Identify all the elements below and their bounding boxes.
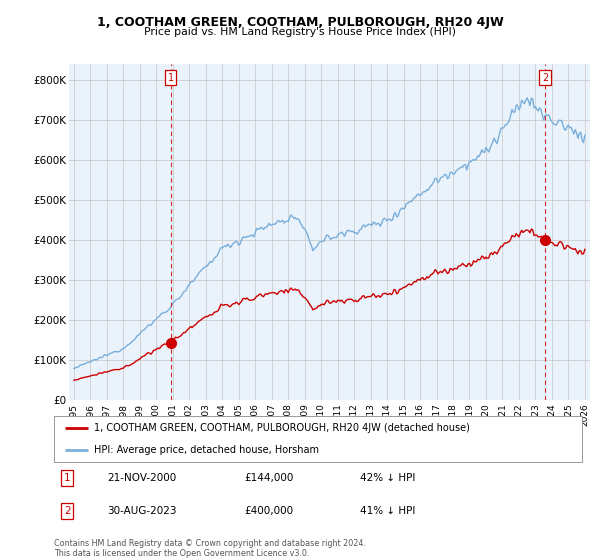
Text: 1: 1: [64, 473, 71, 483]
Text: 21-NOV-2000: 21-NOV-2000: [107, 473, 176, 483]
Text: £144,000: £144,000: [244, 473, 293, 483]
Text: £400,000: £400,000: [244, 506, 293, 516]
Text: 1, COOTHAM GREEN, COOTHAM, PULBOROUGH, RH20 4JW (detached house): 1, COOTHAM GREEN, COOTHAM, PULBOROUGH, R…: [94, 423, 469, 433]
Text: 41% ↓ HPI: 41% ↓ HPI: [360, 506, 416, 516]
Text: 42% ↓ HPI: 42% ↓ HPI: [360, 473, 416, 483]
Text: 2: 2: [64, 506, 71, 516]
Text: 1, COOTHAM GREEN, COOTHAM, PULBOROUGH, RH20 4JW: 1, COOTHAM GREEN, COOTHAM, PULBOROUGH, R…: [97, 16, 503, 29]
Text: 1: 1: [168, 73, 174, 83]
Text: 2: 2: [542, 73, 548, 83]
Text: HPI: Average price, detached house, Horsham: HPI: Average price, detached house, Hors…: [94, 445, 319, 455]
Text: Price paid vs. HM Land Registry's House Price Index (HPI): Price paid vs. HM Land Registry's House …: [144, 27, 456, 37]
Text: 30-AUG-2023: 30-AUG-2023: [107, 506, 176, 516]
Text: Contains HM Land Registry data © Crown copyright and database right 2024.
This d: Contains HM Land Registry data © Crown c…: [54, 539, 366, 558]
